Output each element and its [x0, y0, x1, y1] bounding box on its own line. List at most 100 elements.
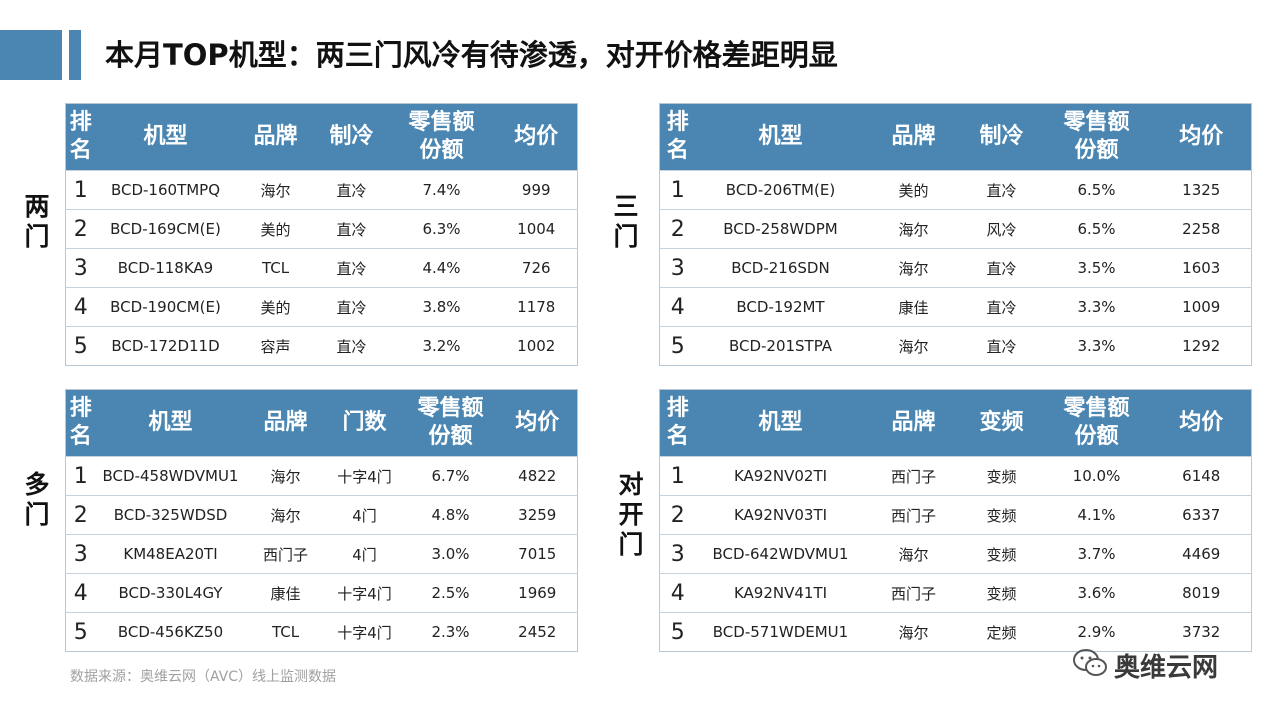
brand-cell: 容声	[235, 326, 316, 366]
table-row: 5 BCD-571WDEMU1 海尔 定频 2.9% 3732	[659, 612, 1252, 652]
door-count-cell: 4门	[325, 495, 404, 535]
table-row: 5 BCD-456KZ50 TCL 十字4门 2.3% 2452	[65, 612, 578, 652]
header-share: 零售额份额	[1041, 389, 1152, 457]
table-row: 2 BCD-258WDPM 海尔 风冷 6.5% 2258	[659, 209, 1252, 249]
table-row: 5 BCD-201STPA 海尔 直冷 3.3% 1292	[659, 326, 1252, 366]
model-cell: BCD-642WDVMU1	[695, 534, 866, 574]
model-cell: BCD-216SDN	[695, 248, 866, 288]
model-cell: BCD-330L4GY	[95, 573, 246, 613]
model-cell: BCD-160TMPQ	[95, 170, 236, 210]
model-cell: KA92NV03TI	[695, 495, 866, 535]
inverter-cell: 变频	[961, 534, 1042, 574]
rank-cell: 1	[659, 170, 696, 210]
model-cell: BCD-258WDPM	[695, 209, 866, 249]
brand-cell: 海尔	[245, 456, 326, 496]
share-cell: 10.0%	[1041, 456, 1152, 496]
table-three-door: 排名 机型 品牌 制冷 零售额份额 均价 1 BCD-206TM(E) 美的 直冷 6.…	[659, 103, 1252, 366]
table-row: 1 BCD-206TM(E) 美的 直冷 6.5% 1325	[659, 170, 1252, 210]
inverter-cell: 变频	[961, 573, 1042, 613]
brand-cell: 海尔	[865, 248, 962, 288]
price-cell: 999	[495, 170, 578, 210]
share-cell: 4.8%	[403, 495, 498, 535]
group-label-two-door: 两门	[24, 192, 50, 251]
group-label-multi-door: 多门	[24, 470, 50, 529]
table-row: 3 BCD-118KA9 TCL 直冷 4.4% 726	[65, 248, 578, 288]
cooling-cell: 直冷	[961, 287, 1042, 327]
share-cell: 3.3%	[1041, 287, 1152, 327]
share-cell: 6.5%	[1041, 170, 1152, 210]
price-cell: 1292	[1151, 326, 1252, 366]
page-title: 本月TOP机型：两三门风冷有待渗透，对开价格差距明显	[105, 38, 838, 72]
table-row: 1 BCD-160TMPQ 海尔 直冷 7.4% 999	[65, 170, 578, 210]
title-accent-stripe	[69, 30, 81, 80]
rank-cell: 2	[65, 495, 96, 535]
header-brand: 品牌	[865, 103, 962, 171]
watermark: 奥维云网	[1072, 645, 1218, 685]
header-model: 机型	[95, 389, 246, 457]
brand-cell: 海尔	[865, 209, 962, 249]
header-model: 机型	[695, 103, 866, 171]
header-brand: 品牌	[245, 389, 326, 457]
brand-cell: 西门子	[865, 573, 962, 613]
header-price: 均价	[497, 389, 578, 457]
header-rank: 排名	[65, 103, 96, 171]
rank-cell: 3	[659, 534, 696, 574]
table-row: 3 BCD-642WDVMU1 海尔 变频 3.7% 4469	[659, 534, 1252, 574]
rank-cell: 4	[65, 573, 96, 613]
table-row: 5 BCD-172D11D 容声 直冷 3.2% 1002	[65, 326, 578, 366]
price-cell: 1178	[495, 287, 578, 327]
rank-cell: 3	[65, 534, 96, 574]
brand-cell: 海尔	[865, 534, 962, 574]
share-cell: 6.7%	[403, 456, 498, 496]
price-cell: 8019	[1151, 573, 1252, 613]
model-cell: BCD-118KA9	[95, 248, 236, 288]
price-cell: 3732	[1151, 612, 1252, 652]
rank-cell: 2	[65, 209, 96, 249]
model-cell: BCD-571WDEMU1	[695, 612, 866, 652]
title-accent-bar	[0, 30, 62, 80]
table-row: 1 BCD-458WDVMU1 海尔 十字4门 6.7% 4822	[65, 456, 578, 496]
rank-cell: 1	[659, 456, 696, 496]
header-price: 均价	[495, 103, 578, 171]
header-rank: 排名	[659, 103, 696, 171]
rank-cell: 3	[659, 248, 696, 288]
share-cell: 2.3%	[403, 612, 498, 652]
share-cell: 3.8%	[387, 287, 496, 327]
table-multi-door: 排名 机型 品牌 门数 零售额份额 均价 1 BCD-458WDVMU1 海尔 十字4…	[65, 389, 578, 652]
share-cell: 2.9%	[1041, 612, 1152, 652]
model-cell: BCD-456KZ50	[95, 612, 246, 652]
brand-cell: 康佳	[865, 287, 962, 327]
header-cooling: 制冷	[315, 103, 388, 171]
table-row: 3 KM48EA20TI 西门子 4门 3.0% 7015	[65, 534, 578, 574]
rank-cell: 5	[65, 326, 96, 366]
brand-cell: 美的	[865, 170, 962, 210]
price-cell: 3259	[497, 495, 578, 535]
price-cell: 7015	[497, 534, 578, 574]
brand-cell: 西门子	[245, 534, 326, 574]
rank-cell: 5	[65, 612, 96, 652]
price-cell: 726	[495, 248, 578, 288]
rank-cell: 2	[659, 209, 696, 249]
rank-cell: 5	[659, 612, 696, 652]
brand-cell: 美的	[235, 287, 316, 327]
price-cell: 4822	[497, 456, 578, 496]
group-label-side-by-side: 对开门	[618, 470, 644, 559]
table-row: 2 BCD-169CM(E) 美的 直冷 6.3% 1004	[65, 209, 578, 249]
header-rank: 排名	[659, 389, 696, 457]
table-row: 4 BCD-192MT 康佳 直冷 3.3% 1009	[659, 287, 1252, 327]
brand-cell: 海尔	[235, 170, 316, 210]
rank-cell: 4	[659, 287, 696, 327]
door-count-cell: 十字4门	[325, 573, 404, 613]
cooling-cell: 直冷	[961, 248, 1042, 288]
model-cell: BCD-206TM(E)	[695, 170, 866, 210]
group-label-three-door: 三门	[613, 192, 639, 251]
share-cell: 3.2%	[387, 326, 496, 366]
rank-cell: 4	[65, 287, 96, 327]
share-cell: 3.0%	[403, 534, 498, 574]
inverter-cell: 定频	[961, 612, 1042, 652]
door-count-cell: 十字4门	[325, 612, 404, 652]
share-cell: 7.4%	[387, 170, 496, 210]
brand-cell: 西门子	[865, 495, 962, 535]
brand-cell: TCL	[235, 248, 316, 288]
table-row: 2 BCD-325WDSD 海尔 4门 4.8% 3259	[65, 495, 578, 535]
